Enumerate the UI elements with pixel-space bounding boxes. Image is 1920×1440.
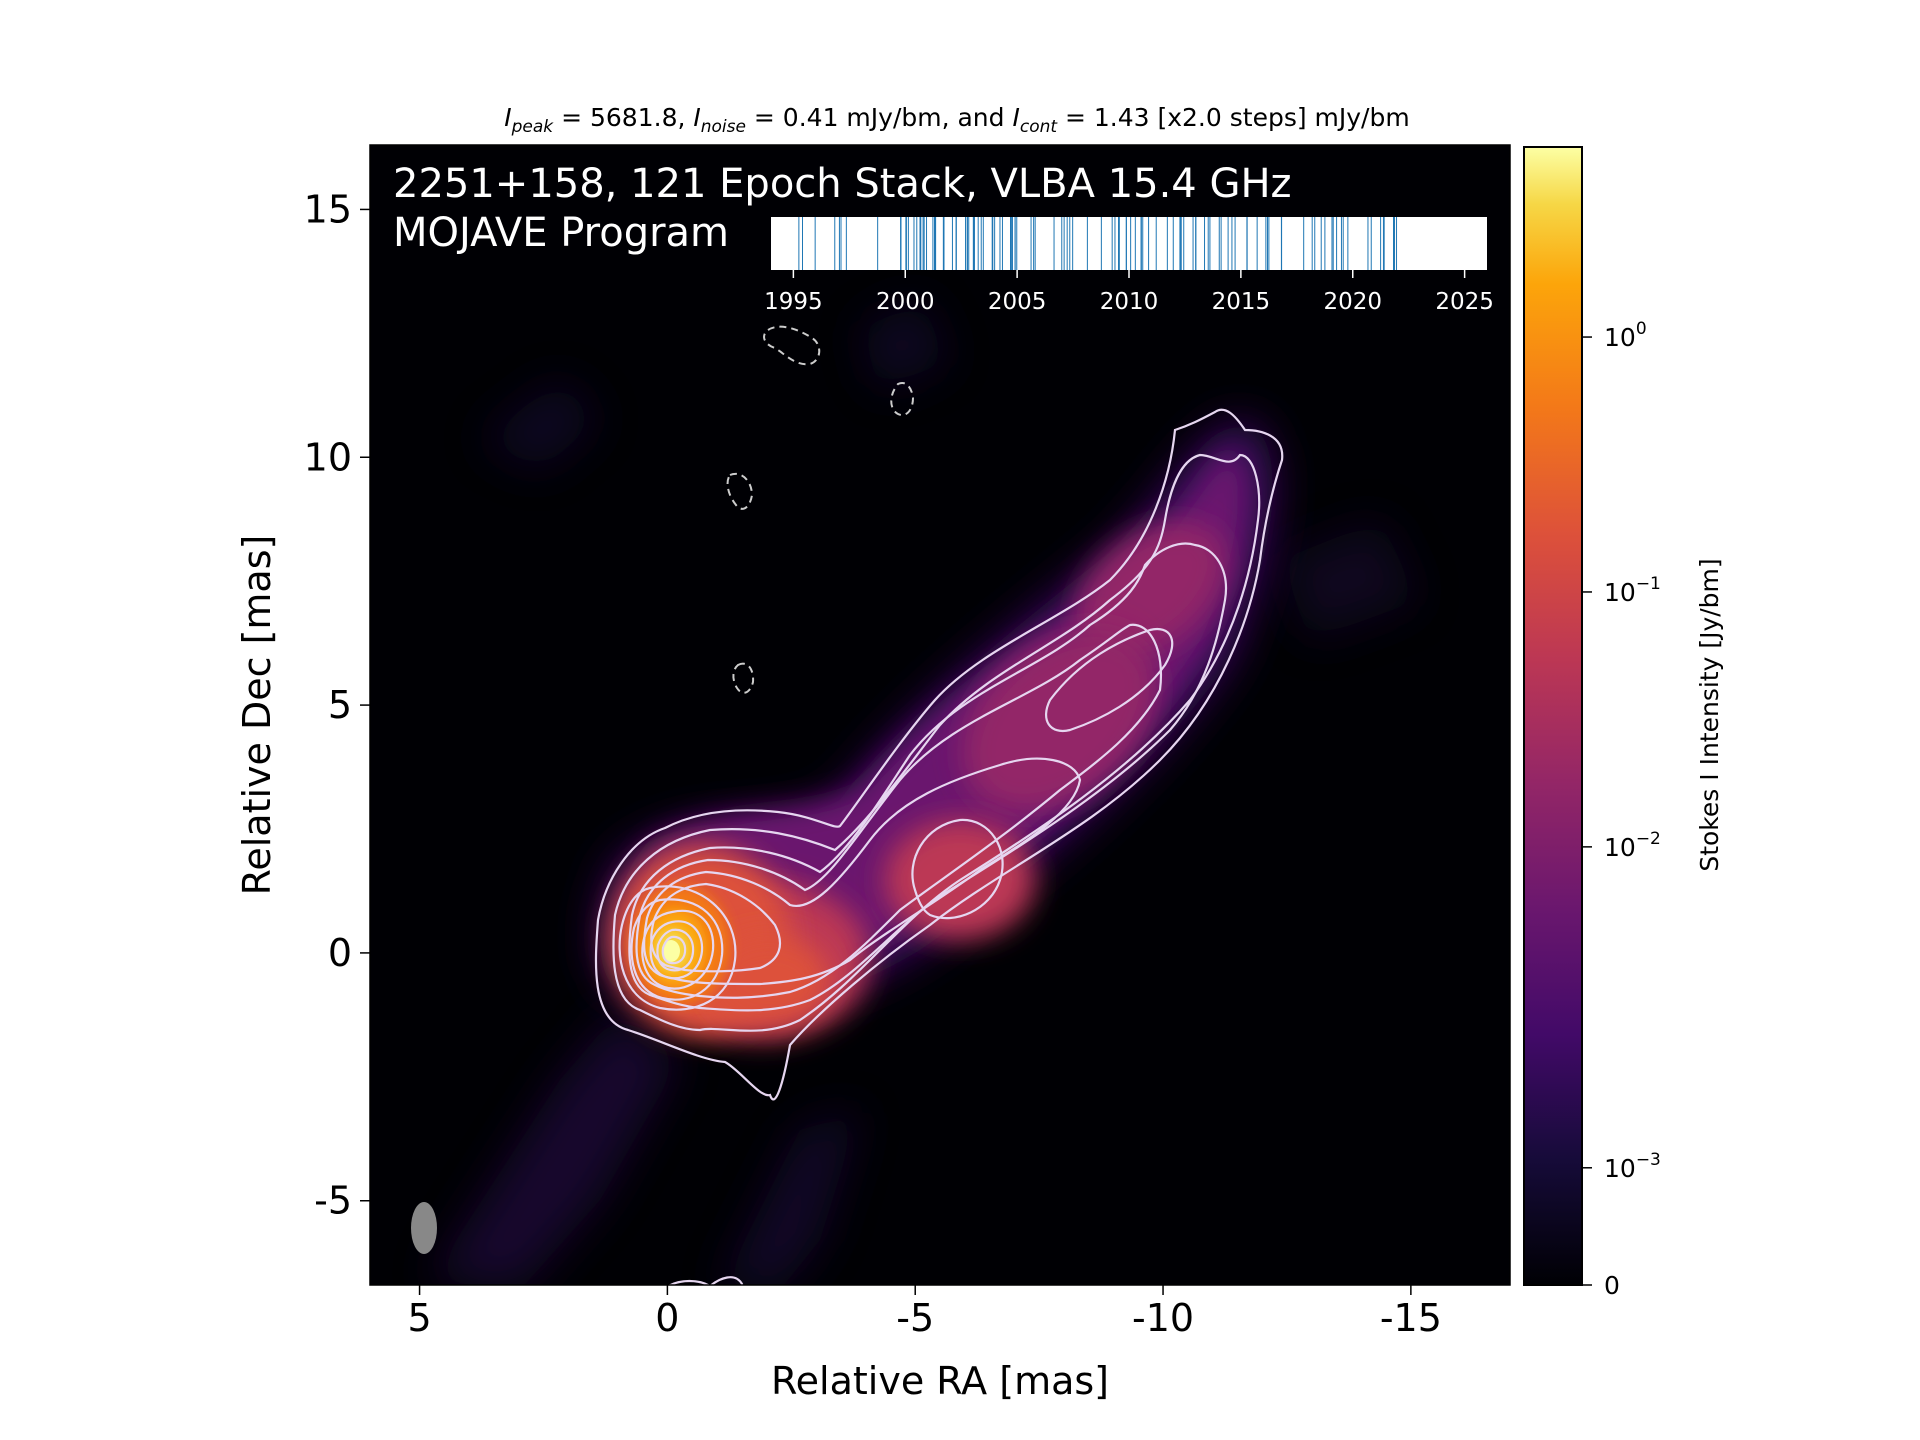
y-tick-label: 15 [304,187,352,231]
epoch-timeline-box [771,217,1487,270]
colorbar-tick-label: 10−3 [1604,1150,1661,1183]
y-axis: -5 0 5 10 15 [304,187,370,1223]
colorbar-label: Stokes I Intensity [Jy/bm] [1695,558,1724,871]
plot-frame [369,144,1511,1286]
epoch-tick-label: 2005 [988,289,1047,315]
negative-contours [726,325,915,694]
y-tick-label: 0 [328,931,352,975]
contour-core-2 [649,920,704,980]
x-tick-label: -10 [1132,1296,1194,1340]
y-tick-label: 10 [304,435,352,479]
contour-core-4 [661,935,687,965]
epoch-tick-label: 2000 [876,289,935,315]
negative-contour-2 [890,382,915,416]
epoch-tick-label: 2015 [1212,289,1271,315]
contour-jet-knot-1 [911,818,1004,920]
y-axis-label: Relative Dec [mas] [235,535,279,896]
colorbar-tick-label: 0 [1604,1271,1620,1300]
x-axis: 5 0 -5 -10 -15 [407,1285,1442,1340]
epoch-tick-label: 1995 [764,289,823,315]
x-tick-label: -5 [896,1296,934,1340]
epoch-ticks: 1995 2000 2005 2010 2015 2020 2025 [764,270,1494,315]
x-axis-label: Relative RA [mas] [771,1359,1109,1403]
colorbar-gradient [1523,146,1583,1286]
contour-core-5 [630,898,724,1001]
contours [594,408,1284,1285]
contour-level-4 [635,623,1163,999]
image-panel: 1995 2000 2005 2010 2015 2020 2025 2251+158, 1… [369,144,1511,1286]
noise-structure [430,300,1420,1285]
restoring-beam [411,1202,437,1254]
negative-contour-4 [732,662,755,694]
epoch-tick-label: 2025 [1435,289,1494,315]
contour-core-1 [641,909,715,990]
x-tick-label: 0 [655,1296,679,1340]
contour-level-2 [612,453,1261,1032]
panel-title-line2: MOJAVE Program [393,210,729,256]
contour-level-3 [628,542,1228,1012]
colorbar-ticks: 0 10−3 10−2 10−1 100 [1582,319,1661,1300]
contour-jet-knot-2 [1044,627,1174,733]
epoch-tick-label: 2010 [1100,289,1159,315]
y-tick-label: 5 [328,683,352,727]
y-tick-label: -5 [314,1179,352,1223]
header-caption: Ipeak = 5681.8, Inoise = 0.41 mJy/bm, an… [504,103,1409,137]
colorbar-tick-label: 10−1 [1604,574,1661,607]
x-tick-label: -15 [1380,1296,1442,1340]
contour-level-1 [594,408,1284,1101]
intensity-map [411,300,1420,1285]
colorbar: 0 10−3 10−2 10−1 100 Stokes I Intensity [Jy/… [1523,146,1724,1300]
epoch-lines [798,217,1398,270]
colorbar-tick-label: 100 [1604,319,1647,352]
epoch-tick-label: 2020 [1323,289,1382,315]
contour-core-3 [656,928,695,972]
panel-title-line1: 2251+158, 121 Epoch Stack, VLBA 15.4 GHz [393,161,1292,207]
colorbar-tick-label: 10−2 [1604,829,1661,862]
x-tick-label: 5 [407,1296,431,1340]
contour-core-6 [618,885,737,1011]
epoch-timeline-inset: 1995 2000 2005 2010 2015 2020 2025 [764,217,1494,315]
negative-contour-3 [726,472,754,510]
contour-level-5 [643,757,1082,986]
